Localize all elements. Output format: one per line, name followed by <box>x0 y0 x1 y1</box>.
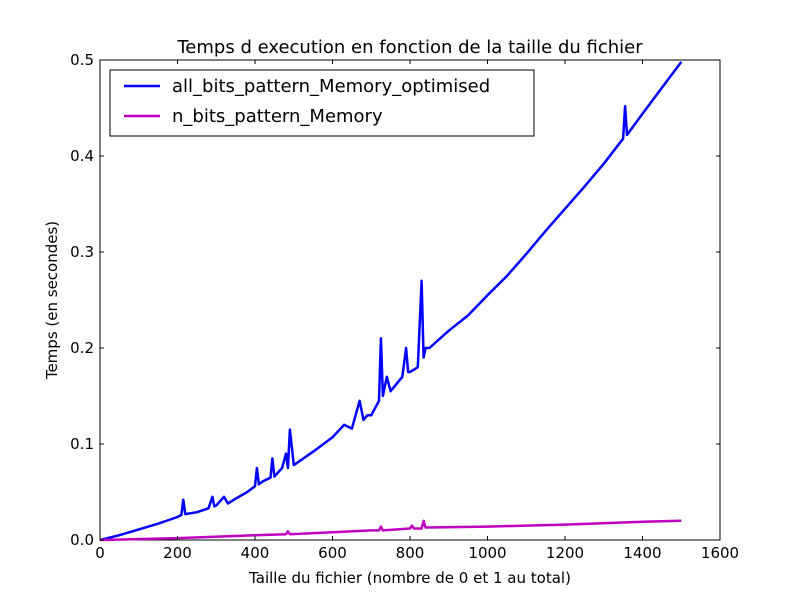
legend: all_bits_pattern_Memory_optimised n_bits… <box>109 69 535 137</box>
y-tick-label: 0.1 <box>70 435 94 453</box>
ticks-layer: 0 200 400 600 800 1000 1200 1400 1600 0.0 0.1 0.2 0.… <box>70 51 739 562</box>
plot-frame <box>99 59 721 541</box>
y-tick-label: 0.0 <box>70 531 94 549</box>
x-tick-label: 400 <box>241 544 270 562</box>
x-tick-label: 1400 <box>623 544 661 562</box>
x-tick-label: 1600 <box>701 544 739 562</box>
y-axis-label: Temps (en secondes) <box>43 221 61 380</box>
series-line-0 <box>99 61 683 542</box>
x-tick-label: 1200 <box>546 544 584 562</box>
legend-box <box>109 69 535 137</box>
x-tick-label: 0 <box>95 544 105 562</box>
y-tick-label: 0.4 <box>70 147 94 165</box>
y-tick-label: 0.5 <box>70 51 94 69</box>
plot-area: 0 200 400 600 800 1000 1200 1400 1600 0.0 0.1 0.2 0.… <box>70 51 739 562</box>
x-tick-label: 200 <box>163 544 192 562</box>
legend-label-n-bits: n_bits_pattern_Memory <box>172 106 383 127</box>
y-tick-label: 0.2 <box>70 339 94 357</box>
legend-label-all-bits: all_bits_pattern_Memory_optimised <box>172 76 490 97</box>
chart-title: Temps d execution en fonction de la tail… <box>176 37 643 58</box>
x-tick-label: 1000 <box>468 544 506 562</box>
series-line-1 <box>99 519 682 542</box>
x-tick-label: 800 <box>396 544 425 562</box>
x-axis-label: Taille du fichier (nombre de 0 et 1 au t… <box>248 569 571 587</box>
series-layer <box>99 61 683 542</box>
y-tick-label: 0.3 <box>70 243 94 261</box>
x-tick-label: 600 <box>318 544 347 562</box>
